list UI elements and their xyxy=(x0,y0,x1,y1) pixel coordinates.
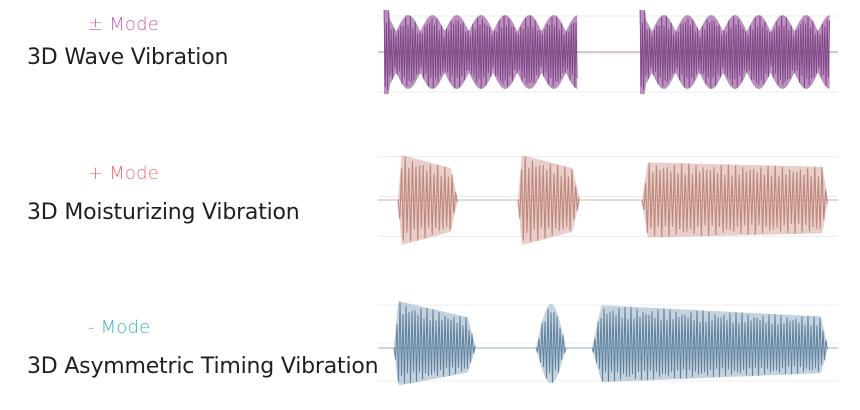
vibration-row-moisturizing: + Mode 3D Moisturizing Vibration xyxy=(0,140,860,260)
vibration-row-wave: ± Mode 3D Wave Vibration xyxy=(0,0,860,120)
mode-label: - Mode xyxy=(88,317,151,338)
waveform-asymmetric xyxy=(378,301,838,386)
vibration-row-asymmetric: - Mode 3D Asymmetric Timing Vibration xyxy=(0,290,860,410)
vibration-title: 3D Moisturizing Vibration xyxy=(27,200,300,225)
burst-segment xyxy=(641,162,828,238)
burst-segment xyxy=(591,305,828,383)
burst-segment xyxy=(535,303,567,384)
waveform-moisturizing xyxy=(378,155,838,245)
burst-segment xyxy=(383,9,578,94)
burst-segment xyxy=(397,155,458,245)
burst-segment xyxy=(393,301,476,386)
mode-label: + Mode xyxy=(88,163,160,184)
waveform-wave xyxy=(378,9,838,94)
vibration-title: 3D Asymmetric Timing Vibration xyxy=(27,354,379,379)
burst-segment xyxy=(639,9,831,94)
vibration-title: 3D Wave Vibration xyxy=(27,45,229,70)
mode-label: ± Mode xyxy=(88,14,160,35)
burst-segment xyxy=(517,155,580,245)
